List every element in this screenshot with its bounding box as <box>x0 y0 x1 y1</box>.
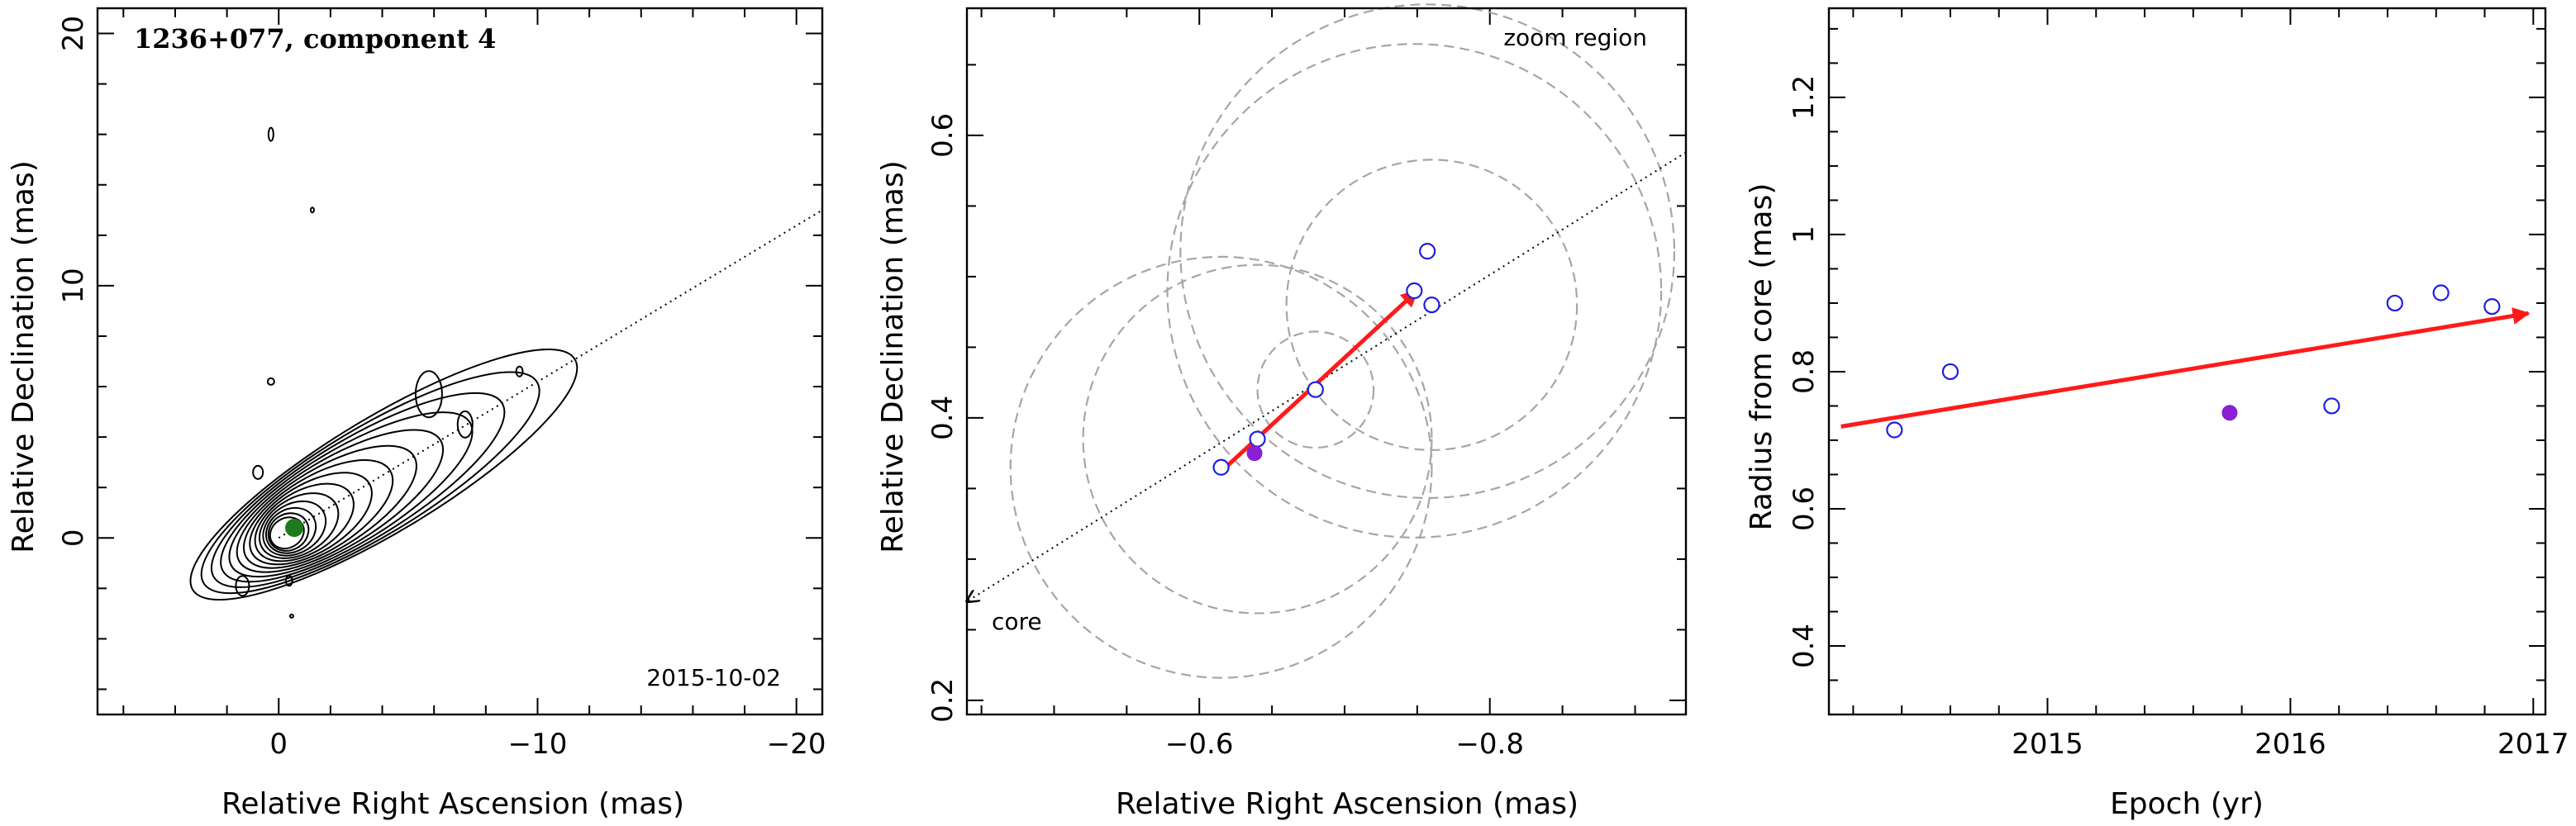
contour-knot <box>288 613 294 619</box>
panel2-y-axis-label: Relative Declination (mas) <box>876 160 910 553</box>
contour-level <box>242 459 394 569</box>
panel1-x-axis-label: Relative Right Ascension (mas) <box>221 787 684 821</box>
panel2-y-tick-label: 0.2 <box>926 678 959 723</box>
contour-knot <box>252 464 264 480</box>
position-point <box>1249 430 1266 448</box>
radius-vs-epoch-panel: 2015 2016 2017 0.4 0.6 0.8 1 1.2 Epoch (… <box>1745 7 2569 821</box>
error-circle <box>1009 255 1433 679</box>
radius-point <box>2483 297 2501 316</box>
position-point <box>1307 381 1324 398</box>
highlight-point <box>1246 445 1263 462</box>
panel3-frame <box>1827 7 2547 716</box>
panel2-y-tick-label: 0.6 <box>926 113 959 158</box>
radius-points <box>1886 284 2501 439</box>
position-points <box>1212 243 1440 476</box>
error-circle <box>1166 43 1663 539</box>
jet-contours <box>189 126 579 619</box>
panel1-x-tick-label: −20 <box>767 728 826 761</box>
highlight-point <box>2221 405 2238 421</box>
error-circle <box>1285 159 1578 451</box>
contour-map-panel: 1236+077, component 4 2015-10-02 0 −10 −… <box>7 7 826 821</box>
panel3-x-tick-label: 2017 <box>2497 728 2569 761</box>
panel1-y-tick-label: 0 <box>57 529 90 547</box>
panel2-x-axis-label: Relative Right Ascension (mas) <box>1116 787 1578 821</box>
radius-point <box>1941 363 1959 381</box>
contour-level <box>236 444 417 573</box>
panel3-y-tick-label: 0.6 <box>1788 487 1821 531</box>
panel3-y-tick-label: 1 <box>1788 225 1821 244</box>
panel2-frame <box>965 7 1688 716</box>
contour-knot <box>266 377 275 386</box>
panel1-y-tick-label: 10 <box>57 268 90 303</box>
error-circle <box>1179 3 1676 500</box>
contour-level <box>265 506 317 554</box>
panel3-y-axis-label: Radius from core (mas) <box>1745 183 1778 531</box>
contour-level <box>220 411 474 583</box>
contour-knot <box>515 365 524 377</box>
panel2-x-tick-label: −0.6 <box>1165 728 1234 761</box>
zoom-region-panel: zoom region core −0.6 −0.8 0.2 0.4 0.6 R… <box>876 3 1688 821</box>
trend-vector <box>1840 307 2531 429</box>
contour-level <box>249 472 373 566</box>
panel1-y-tick-label: 20 <box>57 16 90 51</box>
contour-level <box>200 371 540 595</box>
contour-level <box>189 349 579 601</box>
core-label: core <box>992 608 1042 635</box>
panel1-y-axis-label: Relative Declination (mas) <box>7 160 40 553</box>
panel1-minor-ticks <box>98 8 822 714</box>
panel2-y-tick-label: 0.4 <box>926 396 959 440</box>
contour-knot <box>414 370 443 419</box>
panel3-y-tick-label: 0.4 <box>1788 624 1821 668</box>
contour-knot <box>235 575 250 597</box>
panel2-x-tick-label: −0.8 <box>1455 728 1524 761</box>
jet-direction-line <box>278 209 823 539</box>
contour-level <box>258 492 340 559</box>
radius-point <box>2323 397 2340 415</box>
panel3-y-tick-label: 0.8 <box>1788 349 1821 394</box>
radius-point <box>2432 284 2450 301</box>
radius-point <box>2386 294 2403 312</box>
contour-knot <box>456 410 474 439</box>
contour-level <box>228 429 445 578</box>
radius-point <box>1886 421 1903 439</box>
position-point <box>1212 458 1230 476</box>
panel1-title: 1236+077, component 4 <box>134 23 496 55</box>
contour-knot <box>284 575 293 587</box>
error-circles <box>1009 3 1676 679</box>
contour-level <box>262 500 327 557</box>
contour-level <box>267 512 310 552</box>
panel1-x-tick-label: −10 <box>508 728 568 761</box>
panel3-x-tick-label: 2015 <box>2012 728 2083 761</box>
panel2-minor-ticks <box>967 8 1686 714</box>
panel1-x-tick-label: 0 <box>269 728 288 761</box>
error-circle <box>1256 330 1375 449</box>
motion-vector <box>1219 289 1419 473</box>
panel3-x-tick-label: 2016 <box>2255 728 2326 761</box>
position-point <box>1406 282 1423 300</box>
zoom-region-label: zoom region <box>1503 24 1647 51</box>
contour-level <box>254 482 355 563</box>
panel3-minor-ticks <box>1829 8 2545 715</box>
panel3-x-axis-label: Epoch (yr) <box>2110 787 2264 821</box>
position-point <box>1423 297 1440 314</box>
component-marker <box>285 519 304 538</box>
panel3-y-tick-label: 1.2 <box>1788 75 1821 120</box>
error-circle <box>1082 263 1433 615</box>
panel1-frame <box>96 7 824 716</box>
contour-knot <box>309 206 315 214</box>
position-point <box>1419 243 1436 260</box>
contour-knot <box>267 126 274 142</box>
epoch-label: 2015-10-02 <box>646 664 781 691</box>
